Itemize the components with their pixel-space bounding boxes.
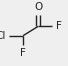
Text: F: F	[56, 21, 62, 31]
Text: O: O	[34, 2, 42, 12]
Text: F: F	[20, 48, 26, 58]
Text: Cl: Cl	[0, 31, 5, 41]
